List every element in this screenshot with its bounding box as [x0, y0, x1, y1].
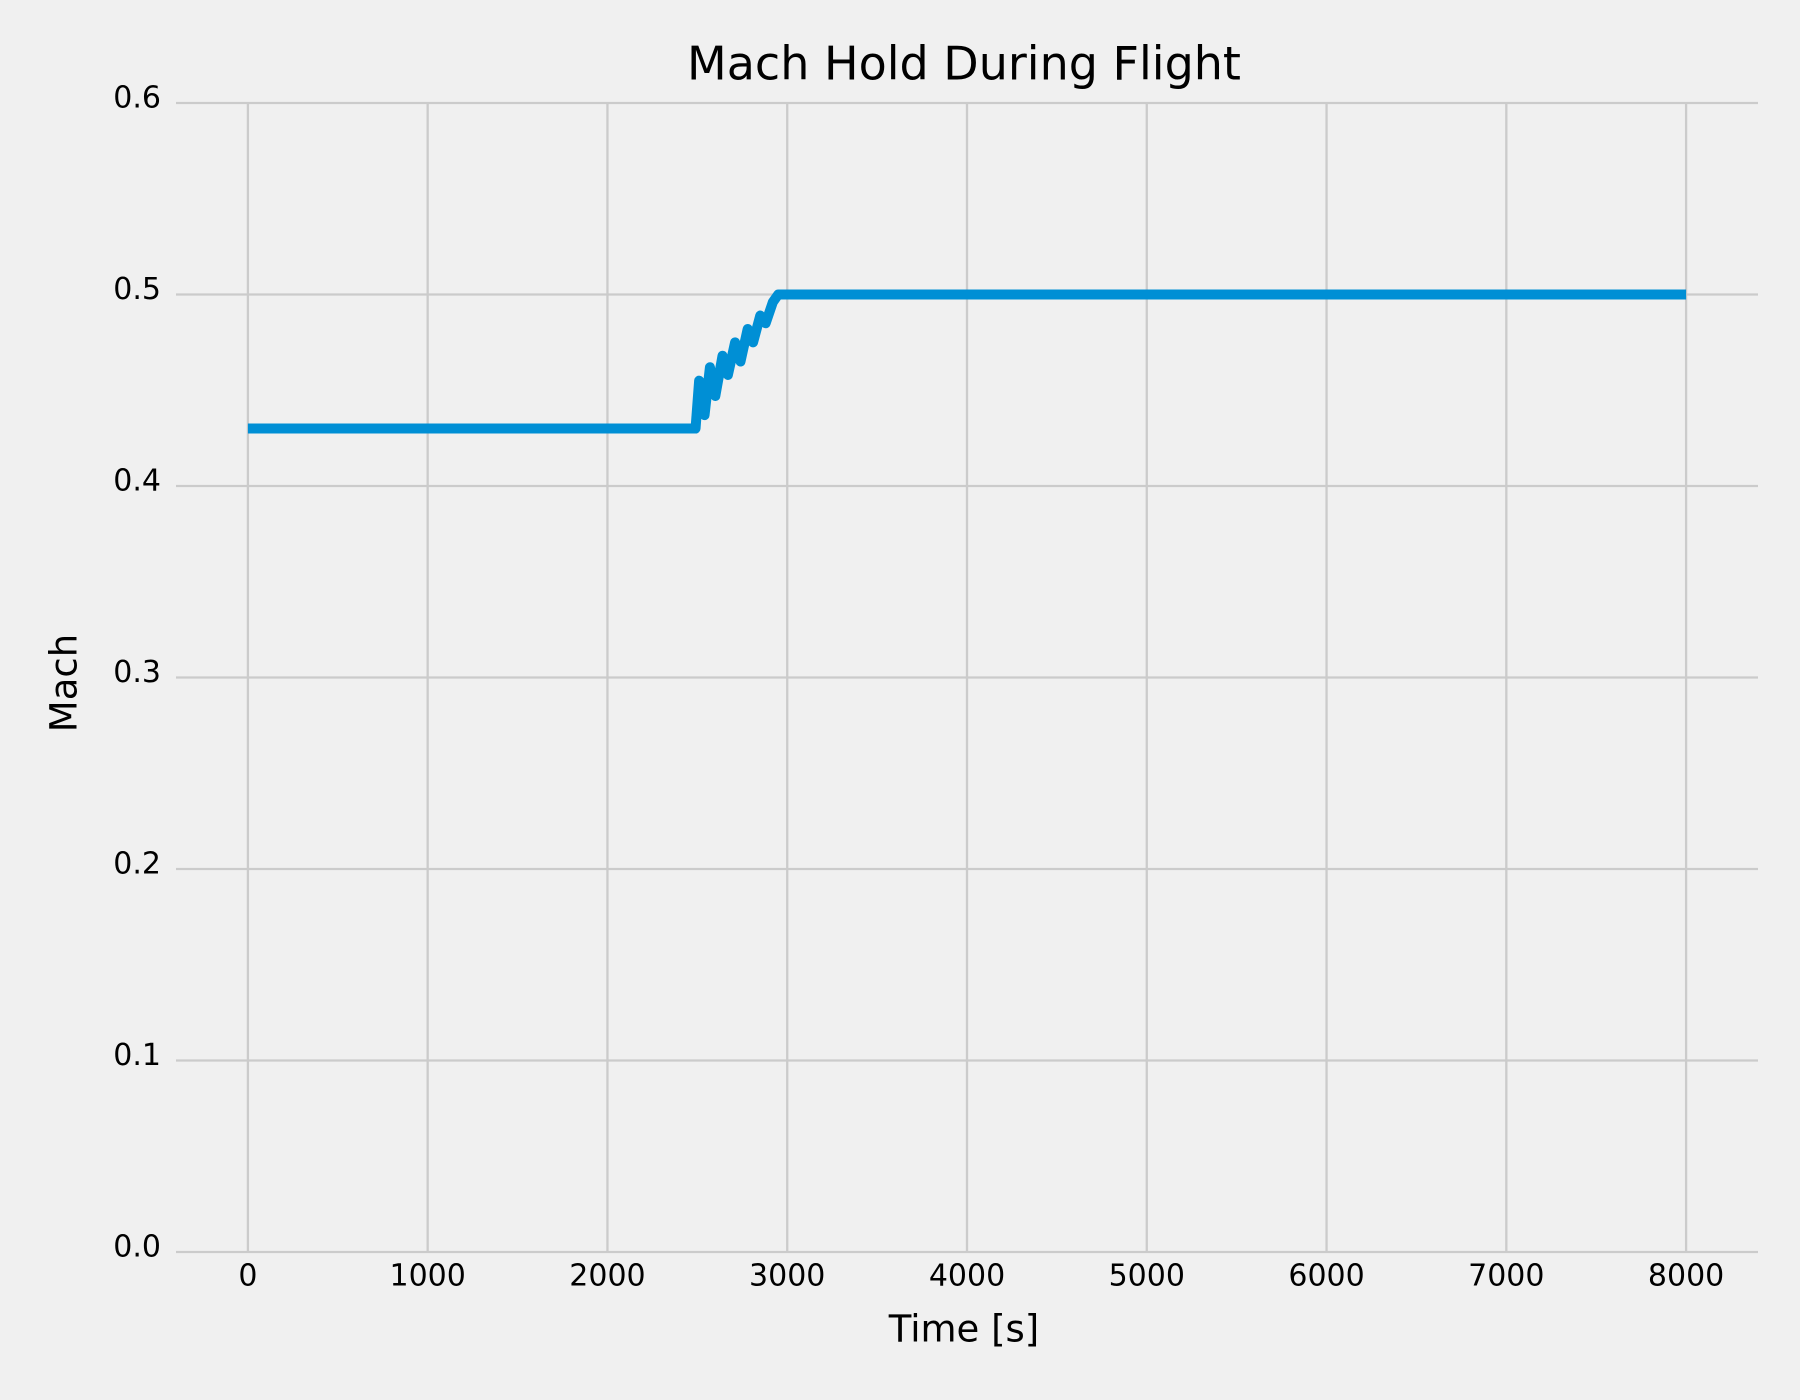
y-axis-label: Mach [43, 634, 86, 732]
x-tick-label: 1000 [390, 1259, 466, 1294]
x-tick-label: 3000 [749, 1259, 825, 1294]
x-tick-label: 7000 [1468, 1259, 1544, 1294]
x-axis-label: Time [s] [888, 1308, 1039, 1351]
x-tick-label: 6000 [1288, 1259, 1364, 1294]
x-tick-label: 5000 [1109, 1259, 1185, 1294]
y-tick-label: 0.0 [113, 1230, 161, 1265]
y-tick-label: 0.3 [113, 655, 161, 690]
chart-title: Mach Hold During Flight [687, 37, 1241, 91]
x-tick-label: 4000 [929, 1259, 1005, 1294]
y-tick-label: 0.4 [113, 464, 161, 499]
x-tick-label: 8000 [1648, 1259, 1724, 1294]
x-tick-label: 0 [238, 1259, 257, 1294]
y-tick-label: 0.1 [113, 1038, 161, 1073]
y-tick-label: 0.6 [113, 81, 161, 116]
x-tick-label: 2000 [569, 1259, 645, 1294]
y-tick-label: 0.2 [113, 847, 161, 882]
data-line [247, 289, 1687, 434]
y-tick-label: 0.5 [113, 272, 161, 307]
